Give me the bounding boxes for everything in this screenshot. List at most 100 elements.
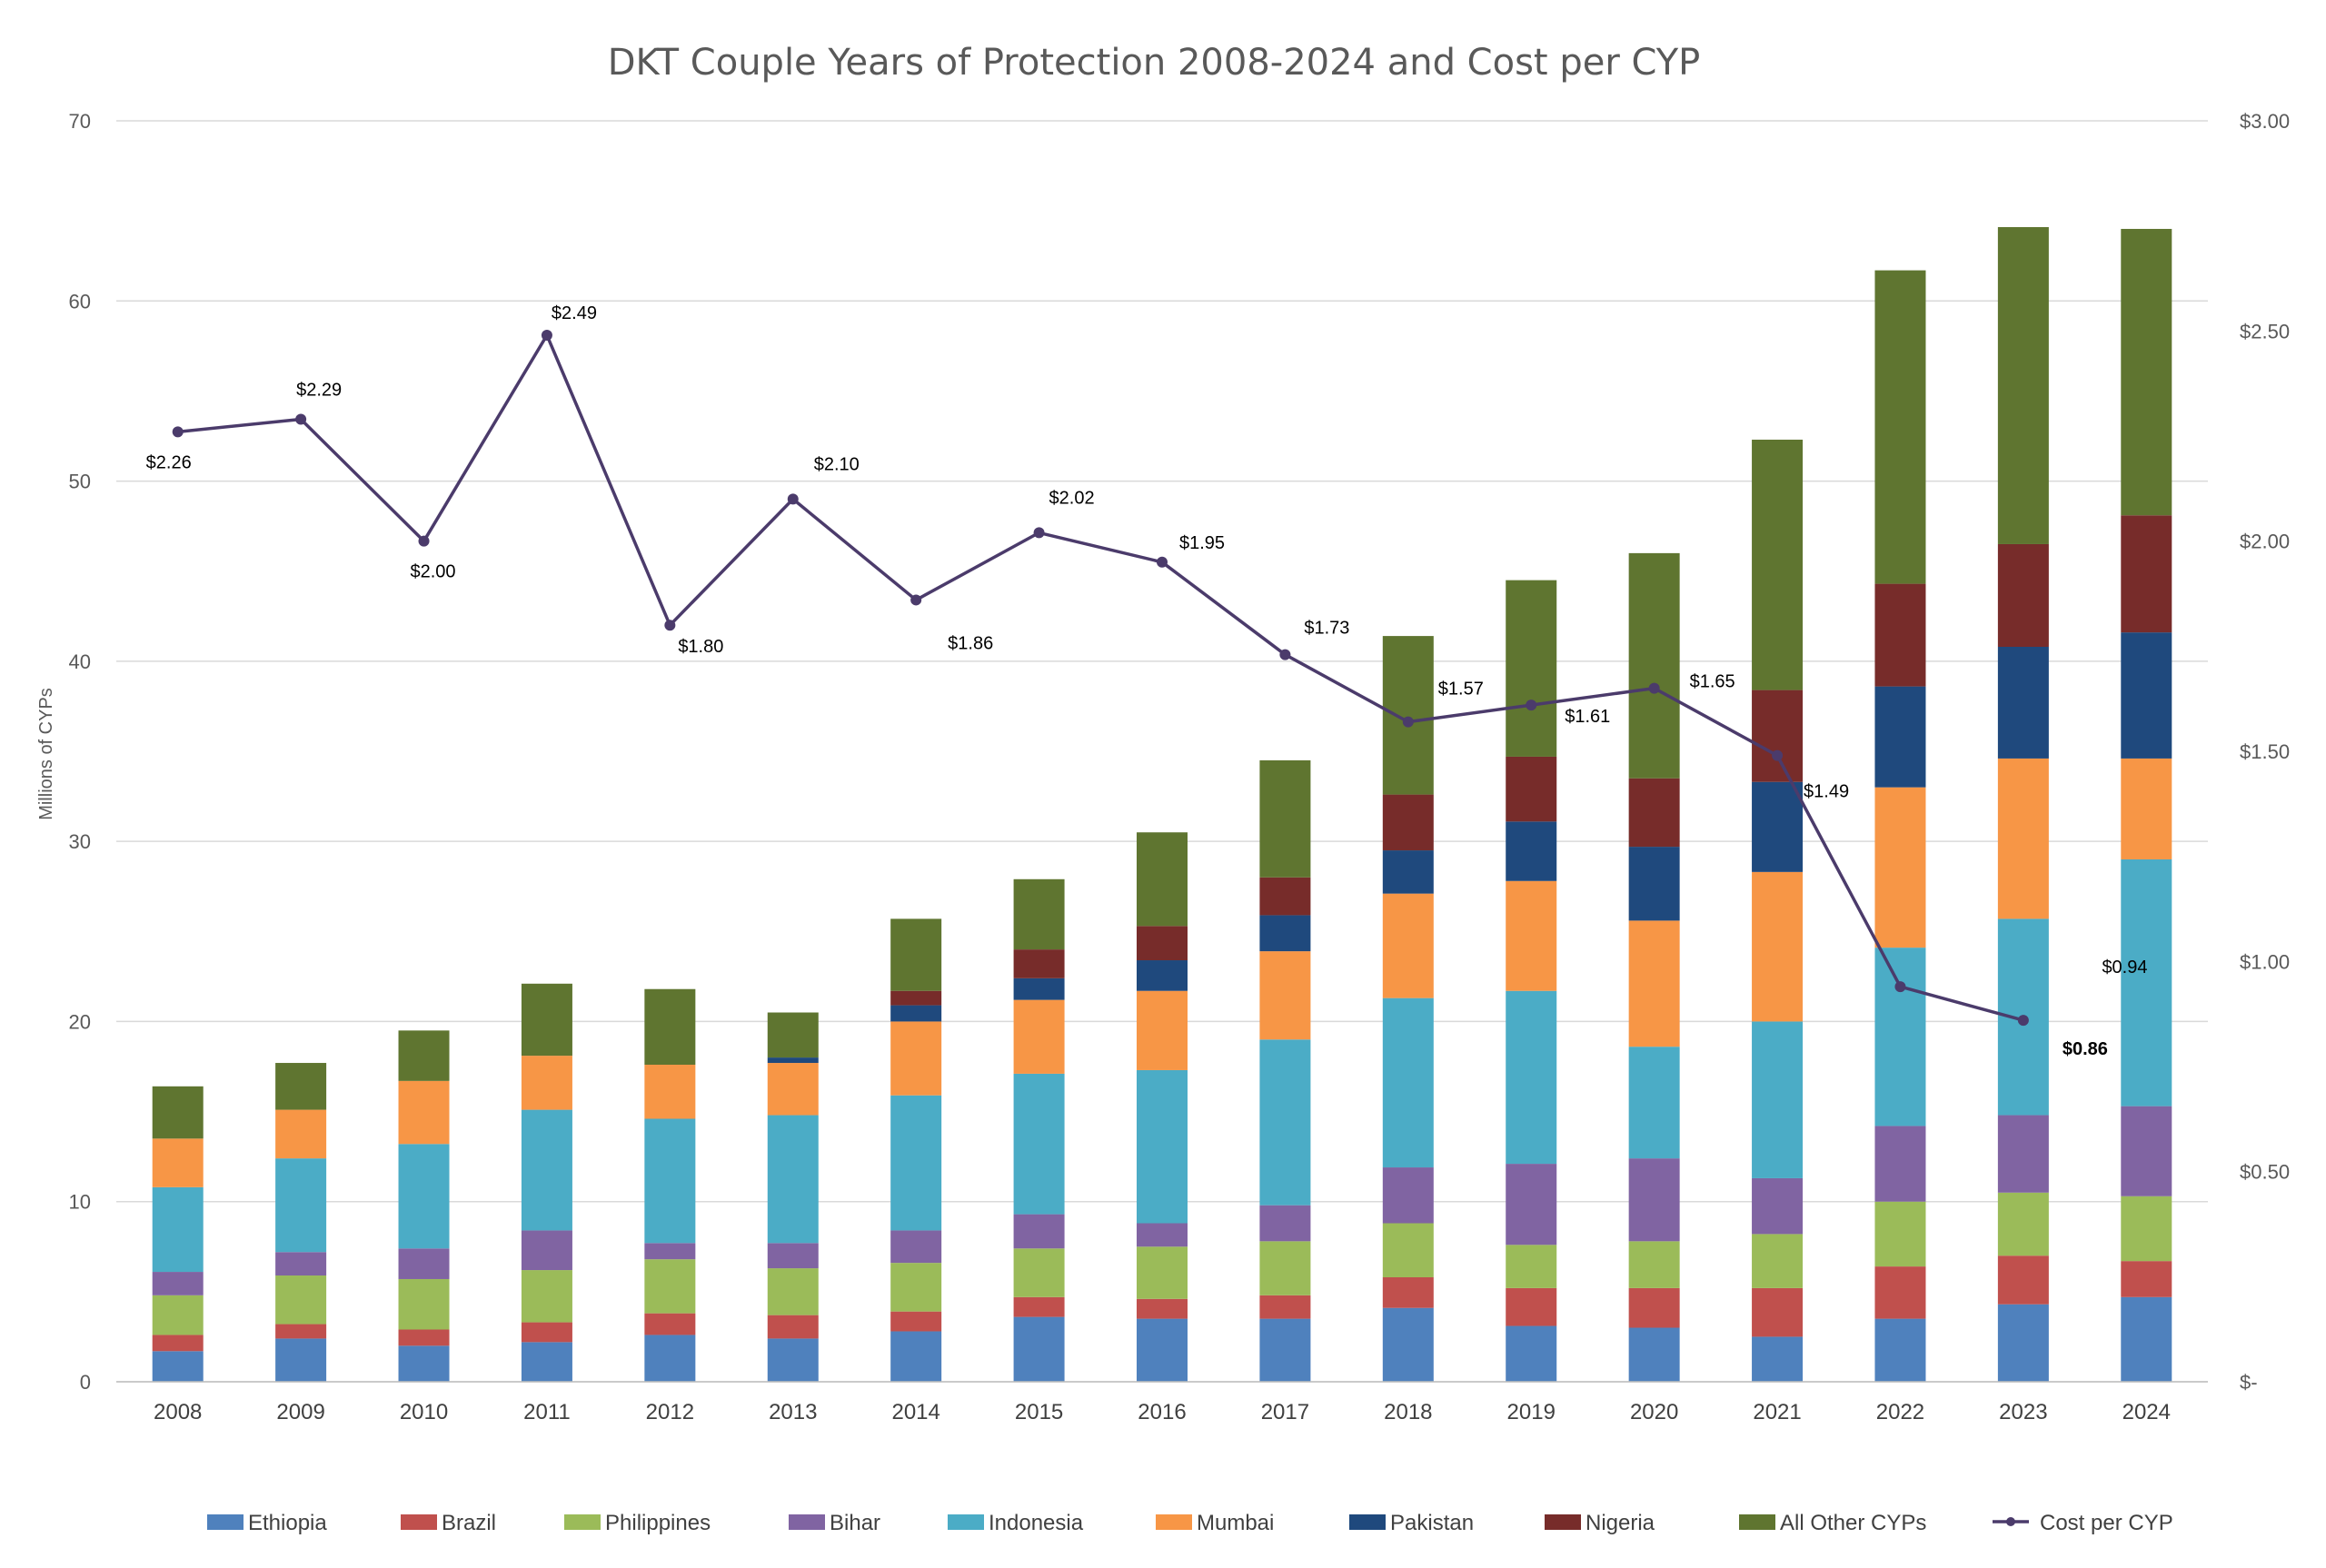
bar-segment-bihar <box>2121 1106 2172 1196</box>
bar-segment-brazil <box>1013 1296 1065 1317</box>
legend-line-marker <box>2006 1517 2015 1526</box>
bar-segment-nigeria <box>890 990 942 1006</box>
legend-swatch <box>564 1514 601 1530</box>
x-tick-label: 2024 <box>2122 1400 2171 1424</box>
cost-data-label: $1.86 <box>948 633 993 653</box>
cost-line-point <box>418 535 430 547</box>
chart-title: DKT Couple Years of Protection 2008-2024… <box>608 42 1701 84</box>
bar-segment-indonesia <box>1382 997 1434 1168</box>
legend-label: All Other CYPs <box>1780 1511 1926 1535</box>
bar-segment-pakistan <box>1506 821 1557 881</box>
x-tick-label: 2018 <box>1384 1400 1432 1424</box>
legend-label: Cost per CYP <box>2040 1511 2173 1535</box>
bar-segment-indonesia <box>890 1095 942 1231</box>
bar-segment-indonesia <box>521 1109 572 1231</box>
y2-tick-label: $2.50 <box>2240 320 2290 342</box>
bar-segment-all-other-cyps <box>890 918 942 991</box>
bar-segment-ethiopia <box>1506 1325 1557 1382</box>
bar-segment-all-other-cyps <box>398 1030 450 1081</box>
bar-segment-philippines <box>398 1278 450 1330</box>
bar-segment-all-other-cyps <box>1259 759 1311 878</box>
bar-segment-mumbai <box>1506 880 1557 991</box>
bar-segment-philippines <box>2121 1196 2172 1262</box>
bar-segment-all-other-cyps <box>1506 580 1557 757</box>
bar-segment-ethiopia <box>152 1351 204 1382</box>
bar-segment-nigeria <box>1506 756 1557 822</box>
bar-segment-pakistan <box>1752 781 1804 872</box>
cost-line-point <box>664 620 676 631</box>
cost-line-point <box>541 329 552 341</box>
x-tick-label: 2012 <box>646 1400 694 1424</box>
cost-data-label: $2.00 <box>410 562 455 582</box>
x-tick-label: 2016 <box>1138 1400 1186 1424</box>
bar-segment-ethiopia <box>644 1335 696 1382</box>
bar-segment-ethiopia <box>1628 1327 1680 1382</box>
x-tick-label: 2022 <box>1876 1400 1924 1424</box>
cost-line-point <box>2017 1015 2029 1027</box>
bar-segment-pakistan <box>1259 915 1311 952</box>
bar-segment-brazil <box>890 1311 942 1332</box>
cost-data-label: $1.61 <box>1565 707 1610 727</box>
bar-segment-bihar <box>398 1248 450 1279</box>
bar-segment-nigeria <box>1013 949 1065 978</box>
bar-segment-ethiopia <box>1013 1316 1065 1382</box>
bar-segment-ethiopia <box>890 1331 942 1382</box>
bar-segment-all-other-cyps <box>152 1086 204 1139</box>
legend-label: Ethiopia <box>248 1511 327 1535</box>
bar-segment-nigeria <box>1752 690 1804 782</box>
x-tick-label: 2019 <box>1507 1400 1556 1424</box>
x-tick-label: 2017 <box>1261 1400 1309 1424</box>
legend-swatch <box>789 1514 825 1530</box>
bar-segment-philippines <box>890 1263 942 1312</box>
bar-segment-all-other-cyps <box>1752 439 1804 690</box>
bar-segment-mumbai <box>1013 999 1065 1074</box>
cost-data-label: $2.26 <box>146 452 192 472</box>
bar-segment-pakistan <box>1628 847 1680 921</box>
legend-label: Philippines <box>605 1511 711 1535</box>
x-tick-label: 2011 <box>523 1400 571 1424</box>
cost-data-label: $2.29 <box>296 380 342 400</box>
bar-segment-bihar <box>1259 1205 1311 1242</box>
bar-segment-philippines <box>275 1275 327 1325</box>
x-axis: 2008 2009 2010 2011 2012 2013 2014 2015 2016 2017… <box>116 1381 2208 1424</box>
cost-line-point <box>910 594 922 606</box>
cost-data-label: $2.49 <box>552 303 597 323</box>
cost-line-point <box>1279 649 1291 660</box>
bar-segment-ethiopia <box>1997 1304 2049 1382</box>
bar-segment-bihar <box>1013 1214 1065 1249</box>
bar-segment-mumbai <box>1752 871 1804 1022</box>
bar-segment-bihar <box>152 1272 204 1295</box>
bar-segment-ethiopia <box>1137 1318 1188 1382</box>
cost-line-point <box>1402 716 1414 728</box>
bar-segment-indonesia <box>1752 1021 1804 1178</box>
y2-tick-label: $- <box>2240 1371 2258 1394</box>
bar-segment-brazil <box>1506 1287 1557 1326</box>
bar-segment-philippines <box>1013 1248 1065 1297</box>
bar-segment-bihar <box>1628 1158 1680 1242</box>
bar-segment-bihar <box>1752 1177 1804 1235</box>
bar-segment-nigeria <box>1997 543 2049 647</box>
bar-segment-all-other-cyps <box>1382 636 1434 795</box>
y2-tick-label: $0.50 <box>2240 1161 2290 1184</box>
cost-data-label: $0.86 <box>2063 1039 2108 1059</box>
y2-tick-label: $2.00 <box>2240 531 2290 553</box>
bar-segment-philippines <box>1137 1246 1188 1299</box>
bar-segment-nigeria <box>1874 583 1926 687</box>
x-tick-label: 2015 <box>1015 1400 1063 1424</box>
left-axis: 0 10 20 30 40 50 60 70 <box>69 110 91 1394</box>
bar-segment-philippines <box>767 1268 819 1315</box>
bar-segment-pakistan <box>1874 686 1926 788</box>
cost-line-path <box>177 333 2024 1022</box>
bar-segment-ethiopia <box>275 1338 327 1382</box>
cost-line-point <box>295 413 307 425</box>
y2-tick-label: $1.00 <box>2240 950 2290 973</box>
bar-segment-mumbai <box>152 1138 204 1187</box>
legend-label: Mumbai <box>1197 1511 1274 1535</box>
bar-segment-indonesia <box>1506 990 1557 1165</box>
cost-line-point <box>1648 682 1660 694</box>
cost-line-point <box>1894 981 1906 993</box>
bar-segment-ethiopia <box>767 1338 819 1382</box>
bar-segment-philippines <box>1382 1223 1434 1277</box>
bar-segment-bihar <box>1382 1167 1434 1224</box>
